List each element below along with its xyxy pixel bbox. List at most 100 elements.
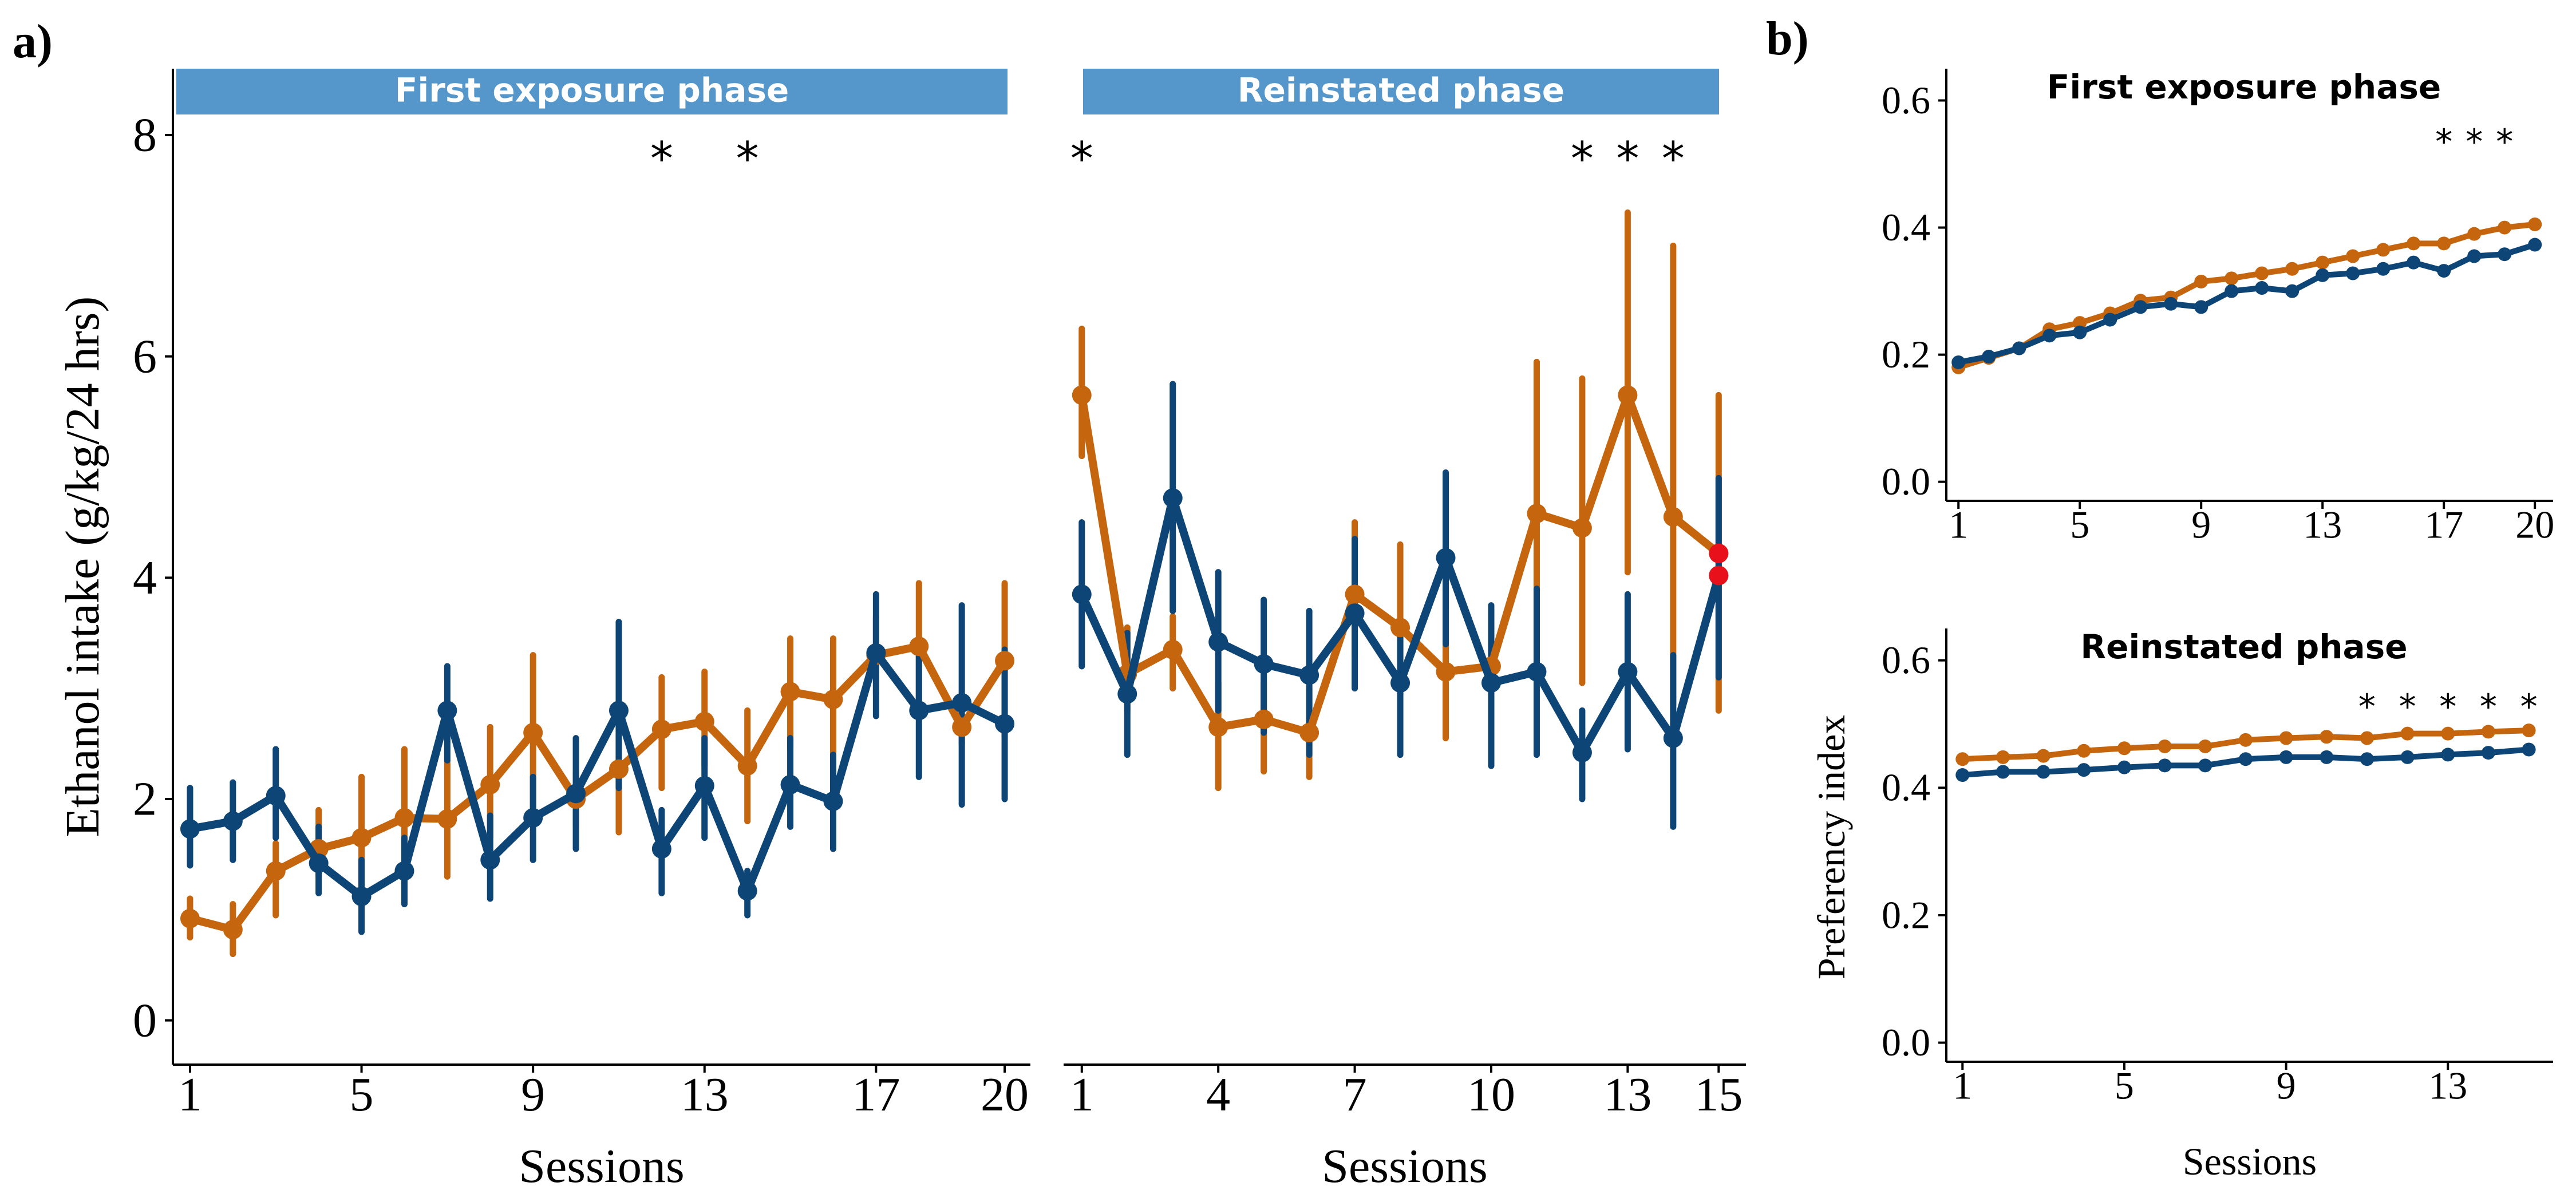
data-point-blue [2346,266,2360,280]
data-point-orange [823,690,843,709]
data-point-orange [2073,316,2087,330]
data-point-blue [995,714,1015,734]
data-point-blue [2522,742,2536,757]
x-tick-label: 20 [2515,503,2554,547]
data-point-blue [180,819,200,839]
data-point-blue [1436,548,1456,568]
data-point-blue [2158,758,2172,773]
data-point-orange [1663,507,1683,527]
data-point-orange [2117,741,2131,756]
x-tick-label: 13 [1603,1068,1652,1121]
data-point-orange [737,756,757,776]
data-point-blue [1254,654,1274,674]
highlight-point [1709,566,1729,586]
panel-a-label: a) [13,15,53,68]
data-point-blue [1299,665,1319,685]
panel-title: First exposure phase [2047,68,2441,106]
data-point-orange [2522,723,2536,738]
significance-star: * [736,132,759,185]
strip-header [1083,69,1719,114]
data-point-blue [394,861,414,881]
data-point-blue [309,853,329,873]
y-axis-label: Ethanol intake (g/kg/24 hrs) [56,296,109,837]
data-point-orange [1390,618,1411,638]
x-tick-label: 9 [2191,503,2211,547]
x-tick-label: 1 [1949,503,1968,547]
data-point-orange [1345,584,1365,604]
significance-star: * [2520,687,2538,727]
x-axis-label: Sessions [519,1140,684,1193]
data-point-blue [2400,750,2415,764]
data-point-blue [2437,264,2451,278]
data-point-blue [2194,300,2208,314]
data-point-blue [2238,752,2253,766]
significance-star: * [2399,687,2416,727]
data-point-blue [2279,750,2293,764]
x-tick-label: 9 [2277,1064,2296,1108]
series-line-blue [1958,242,2536,365]
x-tick-label: 1 [178,1068,202,1121]
data-point-orange [1527,504,1547,524]
x-tick-label: 5 [2115,1064,2134,1108]
y-tick-label: 0.2 [1882,893,1930,936]
data-point-orange [2077,744,2091,758]
y-tick-label: 0.4 [1882,766,1930,809]
data-point-orange [2320,730,2334,744]
data-point-blue [2498,247,2512,262]
data-point-orange [2198,739,2212,753]
data-point-blue [2285,284,2300,298]
data-point-orange [1996,750,2010,764]
data-point-blue [2134,300,2148,314]
data-point-blue [1345,603,1365,623]
data-point-blue [1663,728,1683,748]
data-point-blue [1572,742,1592,762]
y-tick-label: 8 [133,109,157,162]
data-point-blue [651,839,671,859]
data-point-orange [2194,274,2208,288]
data-point-orange [1254,709,1274,729]
data-point-blue [823,791,843,811]
data-point-blue [2441,748,2455,762]
data-point-blue [1951,355,1966,369]
data-point-blue [2376,262,2391,276]
x-tick-label: 13 [681,1068,729,1121]
significance-star: * [1070,132,1093,185]
x-tick-label: 20 [981,1068,1029,1121]
x-axis-label: Sessions [1322,1140,1487,1193]
data-point-blue [2225,284,2239,298]
data-point-orange [1299,723,1319,742]
data-point-blue [737,881,757,901]
data-point-orange [180,908,200,928]
data-point-orange [2528,218,2542,232]
data-point-orange [651,719,671,740]
data-point-blue [1208,632,1228,652]
data-point-orange [2238,733,2253,747]
data-point-blue [866,643,886,663]
data-point-blue [909,701,929,721]
data-point-orange [394,808,414,828]
data-point-blue [2467,249,2482,263]
x-tick-label: 13 [2303,503,2342,547]
significance-star: * [2439,687,2456,727]
data-point-orange [223,920,243,940]
data-point-blue [1481,673,1501,693]
data-point-blue [694,776,714,796]
data-point-orange [1436,662,1456,682]
data-point-blue [2481,746,2495,760]
strip-header [176,69,1008,114]
x-tick-label: 13 [2428,1064,2467,1108]
data-point-blue [1982,349,1996,363]
data-point-blue [2077,763,2091,777]
data-point-orange [2158,739,2172,753]
data-point-blue [2117,760,2131,774]
y-axis-label: Preferency index [1809,715,1853,980]
significance-star: * [2496,122,2513,162]
data-point-blue [780,774,800,794]
data-point-orange [1208,717,1228,737]
highlight-point [1709,543,1729,563]
panel-b-label: b) [1766,12,1809,65]
data-point-orange [351,828,372,848]
data-point-orange [523,723,543,742]
data-point-blue [2042,329,2057,343]
y-tick-label: 6 [133,330,157,383]
